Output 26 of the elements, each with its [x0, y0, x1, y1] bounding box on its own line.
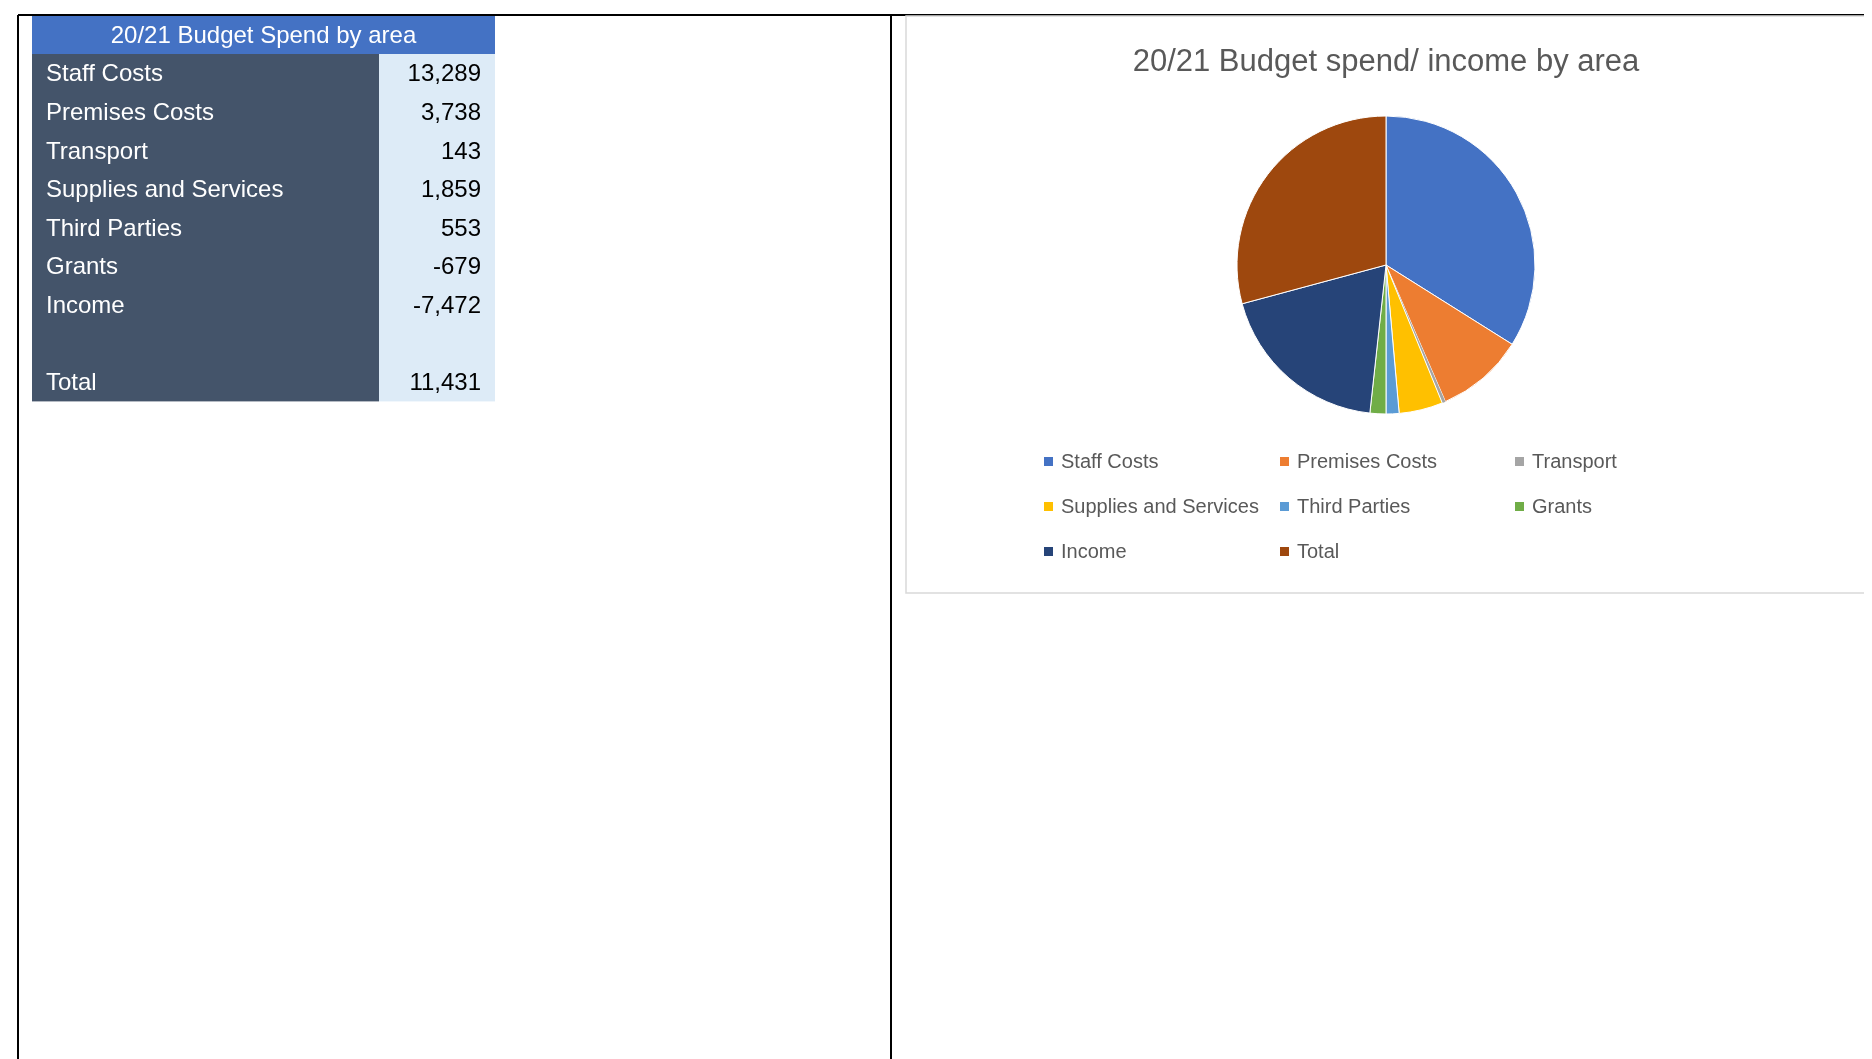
data-label: -7,472	[412, 290, 481, 318]
legend-label: Third Parties	[1297, 495, 1411, 517]
legend-label: Staff Costs	[1061, 450, 1159, 472]
data-label: 11,431	[409, 368, 481, 396]
category-label: Grants	[46, 252, 119, 280]
category-label: Income	[46, 290, 125, 318]
data-label: 1,859	[420, 175, 481, 203]
legend-label: Grants	[1532, 495, 1593, 517]
data-label: -679	[432, 252, 481, 280]
data-label: 3,738	[420, 97, 481, 125]
legend-label: Total	[1297, 540, 1340, 562]
category-label: Staff Costs	[46, 59, 163, 87]
category-label: Third Parties	[46, 213, 183, 241]
chart-title: 20/21 Budget spend/ income by area	[1132, 43, 1641, 78]
legend-label: Supplies and Services	[1061, 495, 1259, 517]
category-label: Total	[46, 368, 97, 396]
category-label: Supplies and Services	[46, 175, 284, 203]
data-label: 553	[440, 213, 481, 241]
legend-label: Premises Costs	[1297, 450, 1438, 472]
legend-label: Transport	[1532, 450, 1618, 472]
category-label: Transport	[46, 136, 149, 164]
category-label: Premises Costs	[46, 97, 215, 125]
data-label: 143	[440, 136, 481, 164]
legend-label: Income	[1061, 540, 1127, 562]
text: 20/21 Budget Spend by area	[110, 21, 417, 48]
data-label: 13,289	[407, 59, 481, 87]
